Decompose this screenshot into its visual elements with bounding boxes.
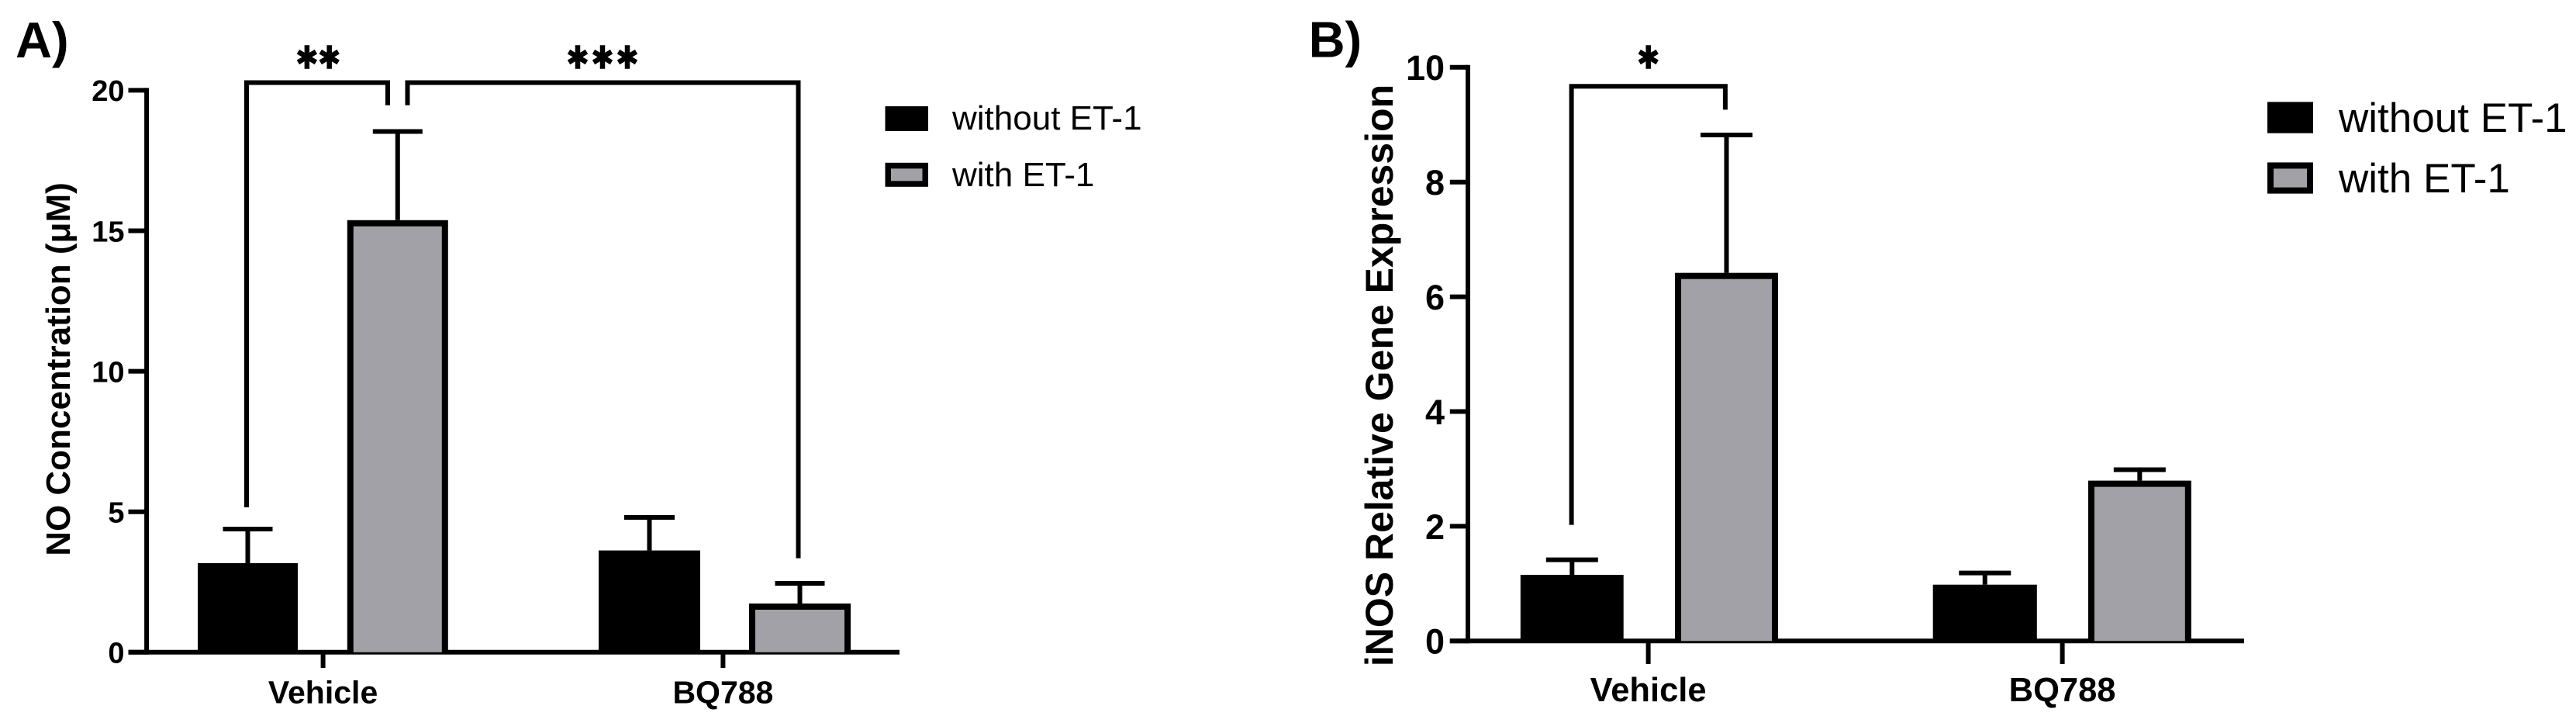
svg-text:2: 2 bbox=[1425, 507, 1445, 547]
svg-text:15: 15 bbox=[92, 216, 124, 248]
svg-text:BQ788: BQ788 bbox=[672, 675, 773, 711]
svg-text:4: 4 bbox=[1425, 393, 1445, 432]
svg-text:0: 0 bbox=[1425, 622, 1445, 662]
svg-text:10: 10 bbox=[92, 356, 124, 389]
svg-text:B): B) bbox=[1309, 12, 1362, 68]
svg-text:Vehicle: Vehicle bbox=[268, 675, 378, 711]
svg-text:0: 0 bbox=[108, 638, 124, 670]
svg-text:8: 8 bbox=[1425, 163, 1445, 202]
svg-text:BQ788: BQ788 bbox=[2009, 672, 2116, 709]
svg-text:NO Concentration (μM): NO Concentration (μM) bbox=[40, 182, 78, 556]
svg-text:Vehicle: Vehicle bbox=[1590, 672, 1707, 709]
svg-text:10: 10 bbox=[1406, 48, 1445, 88]
svg-text:A): A) bbox=[16, 12, 69, 68]
svg-text:with ET-1: with ET-1 bbox=[2338, 156, 2510, 202]
svg-text:iNOS Relative Gene Expression: iNOS Relative Gene Expression bbox=[1358, 85, 1401, 666]
svg-text:without ET-1: without ET-1 bbox=[2338, 95, 2567, 141]
svg-text:5: 5 bbox=[108, 497, 124, 530]
svg-text:with ET-1: with ET-1 bbox=[951, 156, 1094, 194]
svg-text:without ET-1: without ET-1 bbox=[951, 99, 1142, 137]
svg-text:20: 20 bbox=[92, 75, 124, 108]
svg-text:6: 6 bbox=[1425, 278, 1445, 317]
